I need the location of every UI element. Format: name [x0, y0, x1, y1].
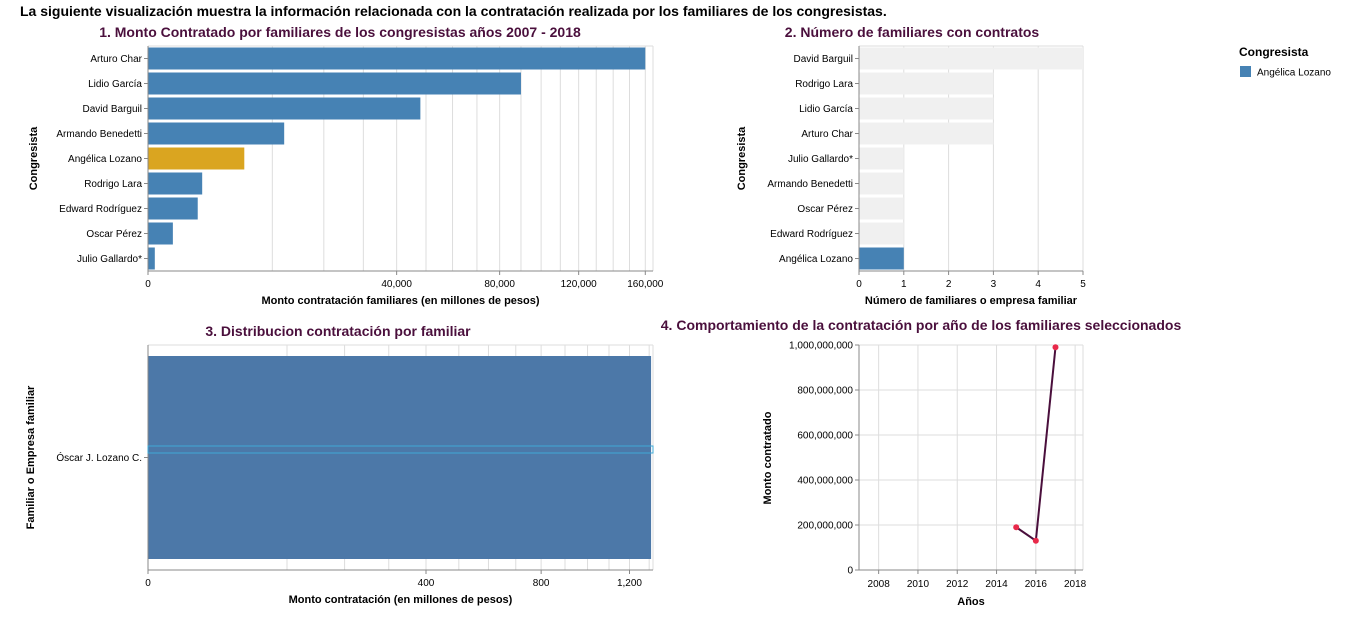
chart1-bar[interactable] [148, 247, 155, 270]
chart3-x-tick-label: 800 [533, 578, 550, 589]
chart4-x-tick-label: 2018 [1064, 579, 1087, 590]
chart1-bar[interactable] [148, 197, 198, 220]
chart3-selection-brush[interactable] [147, 445, 654, 454]
chart4-y-tick-label: 400,000,000 [797, 476, 853, 487]
chart3-y-tick-label: Óscar J. Lozano C. [56, 451, 142, 464]
chart2-bar[interactable] [859, 97, 994, 120]
chart1-bar[interactable] [148, 122, 285, 145]
chart1-x-tick-label: 80,000 [484, 279, 515, 290]
chart1-y-tick-label: Lidio García [88, 79, 142, 90]
chart2-x-label: Número de familiares o empresa familiar [865, 295, 1078, 307]
chart1-y-tick-label: Armando Benedetti [56, 129, 142, 140]
chart2-y-tick-label: David Barguil [794, 54, 853, 65]
chart4-x-tick-label: 2010 [907, 579, 930, 590]
chart1-x-tick-label: 0 [145, 279, 151, 290]
chart4-point[interactable] [1013, 524, 1020, 531]
chart4-x-tick-label: 2014 [985, 579, 1008, 590]
chart2-bar[interactable] [859, 47, 1083, 70]
chart2-y-tick-label: Lidio García [799, 104, 853, 115]
chart1-bar[interactable] [148, 147, 245, 170]
chart2-y-tick-label: Oscar Pérez [797, 204, 853, 215]
chart4-y-tick-label: 600,000,000 [797, 431, 853, 442]
chart4-point[interactable] [1052, 344, 1059, 351]
chart1-bar[interactable] [148, 172, 203, 195]
chart1-y-tick-label: Julio Gallardo* [77, 254, 142, 265]
chart2-bar[interactable] [859, 72, 994, 95]
chart1-title: 1. Monto Contratado por familiares de lo… [99, 24, 581, 40]
chart2-bar[interactable] [859, 172, 904, 195]
chart1-bar[interactable] [148, 97, 421, 120]
chart4-point[interactable] [1032, 537, 1039, 544]
chart2: 2. Número de familiares con contratos Dav… [736, 24, 1086, 307]
chart3-x-label: Monto contratación (en millones de pesos… [289, 594, 513, 606]
legend-item-label[interactable]: Angélica Lozano [1257, 68, 1331, 79]
chart3-bar[interactable] [148, 356, 652, 559]
chart2-y-tick-label: Angélica Lozano [779, 254, 853, 265]
chart2-y-tick-label: Armando Benedetti [767, 179, 853, 190]
chart2-y-tick-label: Arturo Char [801, 129, 853, 140]
chart1-x-label: Monto contratación familiares (en millon… [261, 295, 539, 307]
chart4-title: 4. Comportamiento de la contratación por… [661, 317, 1182, 333]
chart3-x-tick-label: 0 [145, 578, 151, 589]
chart1-bar[interactable] [148, 222, 173, 245]
chart4-x-label: Años [957, 596, 985, 608]
chart2-y-tick-label: Julio Gallardo* [788, 154, 853, 165]
chart2-x-tick-label: 4 [1035, 279, 1041, 290]
chart3: 3. Distribucion contratación por familia… [25, 323, 654, 606]
chart1-y-tick-label: Oscar Pérez [86, 229, 142, 240]
chart2-y-tick-label: Rodrigo Lara [795, 79, 853, 90]
chart2-bar[interactable] [859, 247, 904, 270]
legend-title: Congresista [1239, 45, 1309, 59]
chart3-y-label: Familiar o Empresa familiar [25, 385, 37, 529]
chart4-y-tick-label: 0 [847, 566, 853, 577]
chart1-y-tick-label: Rodrigo Lara [84, 179, 142, 190]
page-heading: La siguiente visualización muestra la in… [20, 3, 887, 19]
chart4-y-label: Monto contratado [762, 411, 774, 504]
chart4: 4. Comportamiento de la contratación por… [661, 317, 1182, 608]
chart1-y-tick-label: David Barguil [83, 104, 142, 115]
chart1-x-tick-label: 120,000 [561, 279, 598, 290]
chart2-x-tick-label: 3 [991, 279, 997, 290]
chart1: 1. Monto Contratado por familiares de lo… [28, 24, 664, 307]
legend: Congresista Angélica Lozano [1239, 45, 1331, 79]
chart2-title: 2. Número de familiares con contratos [785, 24, 1040, 40]
chart2-x-tick-label: 2 [946, 279, 952, 290]
chart4-x-tick-label: 2008 [868, 579, 891, 590]
chart3-x-tick-label: 400 [418, 578, 435, 589]
chart2-y-label: Congresista [736, 126, 748, 190]
chart1-x-tick-label: 40,000 [381, 279, 412, 290]
legend-swatch[interactable] [1240, 66, 1251, 77]
chart2-x-tick-label: 1 [901, 279, 907, 290]
chart1-y-tick-label: Edward Rodríguez [59, 204, 142, 215]
chart4-x-tick-label: 2012 [946, 579, 969, 590]
chart2-x-tick-label: 5 [1080, 279, 1086, 290]
chart2-x-tick-label: 0 [856, 279, 862, 290]
chart3-x-tick-label: 1,200 [617, 578, 642, 589]
chart1-y-tick-label: Arturo Char [90, 54, 142, 65]
chart2-bar[interactable] [859, 222, 904, 245]
chart2-bar[interactable] [859, 147, 904, 170]
chart2-y-tick-label: Edward Rodríguez [770, 229, 853, 240]
chart2-bar[interactable] [859, 197, 904, 220]
chart4-y-tick-label: 1,000,000,000 [789, 341, 853, 352]
chart1-y-tick-label: Angélica Lozano [68, 154, 142, 165]
chart2-bar[interactable] [859, 122, 994, 145]
chart4-x-tick-label: 2016 [1025, 579, 1048, 590]
chart1-bar[interactable] [148, 72, 521, 95]
chart4-y-tick-label: 800,000,000 [797, 386, 853, 397]
chart1-bar[interactable] [148, 47, 646, 70]
chart3-title: 3. Distribucion contratación por familia… [205, 323, 471, 339]
chart1-x-tick-label: 160,000 [627, 279, 664, 290]
chart4-y-tick-label: 200,000,000 [797, 521, 853, 532]
chart1-y-label: Congresista [28, 126, 40, 190]
